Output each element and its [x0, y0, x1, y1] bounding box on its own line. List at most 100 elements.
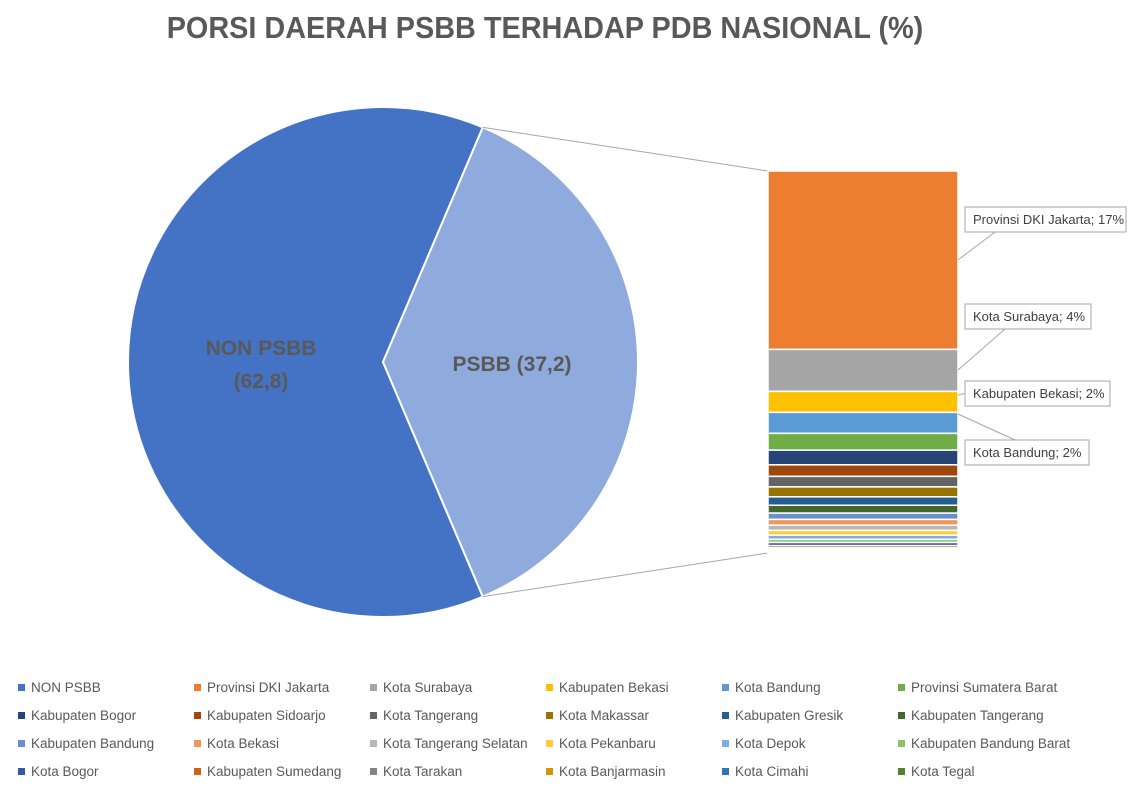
bar-segment-kabupaten-bogor [767, 449, 959, 466]
legend-item-kota-pekanbaru: Kota Pekanbaru [546, 736, 656, 751]
legend-label: Kota Tegal [911, 764, 975, 779]
chart-title: PORSI DAERAH PSBB TERHADAP PDB NASIONAL … [166, 10, 924, 45]
legend-item-kota-makassar: Kota Makassar [546, 708, 649, 723]
slice-label-non-psbb: NON PSBB [206, 337, 317, 360]
legend-label: Kabupaten Bekasi [559, 680, 669, 695]
legend-item-kota-bekasi: Kota Bekasi [194, 736, 279, 751]
legend-label: Kabupaten Gresik [735, 708, 844, 723]
callout-box-kota-surabaya [964, 303, 1092, 330]
legend-label: Provinsi DKI Jakarta [207, 680, 330, 695]
legend-label: Kabupaten Sidoarjo [207, 708, 326, 723]
legend-swatch [722, 768, 729, 775]
legend-swatch [898, 740, 905, 747]
legend-swatch [546, 740, 553, 747]
legend-swatch [546, 712, 553, 719]
legend-swatch [722, 740, 729, 747]
legend-item-kabupaten-bandung-barat: Kabupaten Bandung Barat [898, 736, 1070, 751]
legend-label: Kabupaten Bogor [31, 708, 137, 723]
legend-label: Kota Cimahi [735, 764, 809, 779]
legend-item-kota-tarakan: Kota Tarakan [370, 764, 462, 779]
legend-item-kota-banjarmasin: Kota Banjarmasin [546, 764, 666, 779]
legend-swatch [18, 768, 25, 775]
legend-item-kota-bandung: Kota Bandung [722, 680, 821, 695]
legend-label: Kota Makassar [559, 708, 650, 723]
legend-swatch [722, 684, 729, 691]
legend-swatch [194, 712, 201, 719]
legend-item-kabupaten-bekasi: Kabupaten Bekasi [546, 680, 669, 695]
legend-swatch [194, 684, 201, 691]
legend-item-kota-tangerang-selatan: Kota Tangerang Selatan [370, 736, 528, 751]
callout-label-kota-bandung: Kota Bandung; 2% [973, 445, 1082, 460]
legend-label: Kota Banjarmasin [559, 764, 666, 779]
legend-swatch [194, 740, 201, 747]
legend-item-kabupaten-sidoarjo: Kabupaten Sidoarjo [194, 708, 326, 723]
legend-label: Kota Depok [735, 736, 806, 751]
legend-item-provinsi-dki-jakarta: Provinsi DKI Jakarta [194, 680, 329, 695]
callout-leader-kota-bandung [957, 413, 1016, 441]
bar-segment-kota-makassar [767, 486, 959, 498]
legend-label: Kota Surabaya [383, 680, 473, 695]
callout-label-kota-surabaya: Kota Surabaya; 4% [973, 309, 1085, 324]
legend-item-provinsi-sumatera-barat: Provinsi Sumatera Barat [898, 680, 1057, 695]
bar-segment-kabupaten-bandung [767, 512, 959, 521]
legend-item-kota-depok: Kota Depok [722, 736, 806, 751]
callout-box-provinsi-dki-jakarta [964, 206, 1127, 233]
legend-swatch [18, 684, 25, 691]
bar-segment-kota-tegal [767, 551, 959, 554]
callout-leader-kota-surabaya [957, 328, 1006, 371]
connector-line-top [482, 126, 769, 172]
legend-swatch [722, 712, 729, 719]
stacked-bar [767, 170, 959, 554]
bar-segment-kota-tangerang-selatan [767, 524, 959, 532]
bar-segment-provinsi-dki-jakarta [767, 170, 959, 351]
legend-label: Kota Bogor [31, 764, 99, 779]
legend-item-kota-tangerang: Kota Tangerang [370, 708, 478, 723]
callout-label-provinsi-dki-jakarta: Provinsi DKI Jakarta; 17% [973, 212, 1124, 227]
bar-segment-kota-tangerang [767, 475, 959, 488]
bar-segment-kota-bandung [767, 411, 959, 435]
legend-item-kabupaten-gresik: Kabupaten Gresik [722, 708, 843, 723]
callout-label-kabupaten-bekasi: Kabupaten Bekasi; 2% [973, 386, 1105, 401]
legend-swatch [18, 712, 25, 719]
legend-label: Kabupaten Bandung Barat [911, 736, 1071, 751]
legend-item-kota-cimahi: Kota Cimahi [722, 764, 809, 779]
legend-swatch [194, 768, 201, 775]
legend-label: Kota Bandung [735, 680, 821, 695]
legend-swatch [370, 712, 377, 719]
legend-label: Kabupaten Tangerang [911, 708, 1044, 723]
bar-segment-kabupaten-gresik [767, 496, 959, 507]
legend-label: Kota Tangerang [383, 708, 479, 723]
legend-swatch [546, 684, 553, 691]
pie: NON PSBB (62,8) PSBB (37,2) [126, 106, 639, 618]
legend-item-kabupaten-tangerang: Kabupaten Tangerang [898, 708, 1044, 723]
legend-item-non-psbb: NON PSBB [18, 680, 101, 695]
pie-slice-non-psbb [126, 106, 485, 618]
legend-label: Kabupaten Sumedang [207, 764, 342, 779]
callout-box-kabupaten-bekasi [964, 380, 1111, 407]
bar-segment-kabupaten-tangerang [767, 504, 959, 514]
legend-swatch [898, 768, 905, 775]
legend-swatch [18, 740, 25, 747]
bar-of-pie-chart: NON PSBB (62,8) PSBB (37,2) Provinsi DKI J… [126, 106, 1127, 618]
callouts: Provinsi DKI Jakarta; 17% Kota Surabaya; … [957, 206, 1127, 466]
bar-segment-kabupaten-bekasi [767, 390, 959, 414]
legend-swatch [546, 768, 553, 775]
legend-swatch [898, 712, 905, 719]
legend-label: Kota Tarakan [383, 764, 463, 779]
bar-segment-kabupaten-sidoarjo [767, 464, 959, 478]
legend-item-kota-tegal: Kota Tegal [898, 764, 975, 779]
callout-box-kota-bandung [964, 439, 1090, 466]
pie-slice-psbb [381, 126, 639, 598]
legend-item-kabupaten-bogor: Kabupaten Bogor [18, 708, 136, 723]
legend-swatch [370, 768, 377, 775]
legend-swatch [370, 740, 377, 747]
legend-swatch [370, 684, 377, 691]
legend-item-kabupaten-sumedang: Kabupaten Sumedang [194, 764, 341, 779]
legend-label: NON PSBB [31, 680, 101, 695]
legend-label: Kota Pekanbaru [559, 736, 656, 751]
connector-line-bottom [482, 552, 769, 598]
legend-label: Kabupaten Bandung [31, 736, 155, 751]
legend-label: Provinsi Sumatera Barat [911, 680, 1058, 695]
connector-lines [482, 126, 769, 598]
legend-label: Kota Tangerang Selatan [383, 736, 528, 751]
